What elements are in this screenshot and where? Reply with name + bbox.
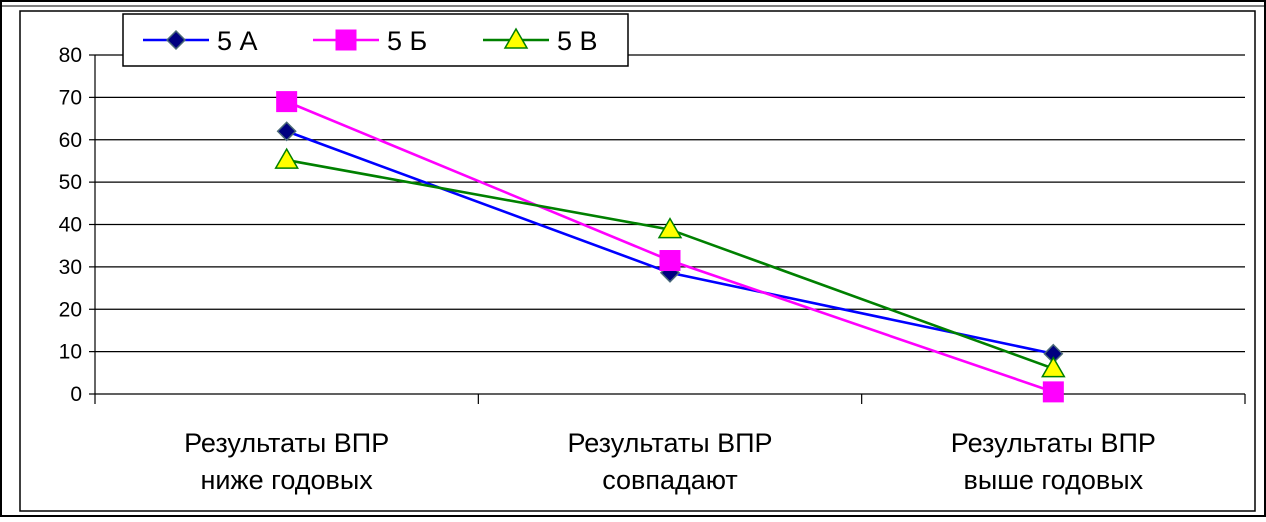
data-point-marker: [659, 250, 681, 272]
x-category-label: выше годовых: [964, 465, 1144, 495]
legend-label: 5 Б: [387, 26, 427, 56]
gridlines: [95, 54, 1245, 353]
series-1: [276, 121, 1064, 364]
x-category-label: Результаты ВПР: [567, 428, 772, 458]
legend-marker: [503, 27, 529, 49]
series: [274, 91, 1066, 403]
legend-marker: [335, 29, 357, 51]
series-2: [276, 91, 1064, 403]
data-point-marker: [276, 91, 298, 113]
data-point-marker: [657, 217, 683, 239]
data-point-marker: [1042, 381, 1064, 403]
data-point-marker: [276, 121, 297, 142]
y-tick-label: 20: [59, 298, 82, 321]
series-line: [286, 130, 1054, 356]
y-tick-label: 10: [59, 341, 82, 364]
y-tick-label: 80: [59, 44, 82, 67]
data-point-marker: [274, 147, 299, 169]
data-point-marker: [1041, 356, 1066, 378]
y-tick-label: 30: [59, 256, 82, 279]
x-category-label: Результаты ВПР: [184, 428, 389, 458]
series-3: [274, 147, 1066, 378]
legend: 5 А 5 Б 5 В: [122, 13, 629, 67]
y-tick-label: 60: [59, 129, 82, 152]
y-tick-label: 70: [59, 86, 82, 109]
legend-marker: [165, 29, 187, 51]
legend-label: 5 В: [557, 26, 598, 56]
x-category-label: совпадают: [602, 465, 738, 495]
y-tick-label: 40: [59, 214, 82, 237]
x-category-label: ниже годовых: [201, 465, 374, 495]
y-tick-label: 50: [59, 171, 82, 194]
series-line: [286, 100, 1054, 394]
chart-frame: [19, 10, 1256, 512]
legend-label: 5 А: [217, 26, 258, 56]
x-category-label: Результаты ВПР: [951, 428, 1156, 458]
axes: 0 10 20 30 40 50 60 70 80 Результаты ВПР ниже годо…: [59, 44, 1246, 495]
y-tick-label: 0: [70, 383, 82, 406]
